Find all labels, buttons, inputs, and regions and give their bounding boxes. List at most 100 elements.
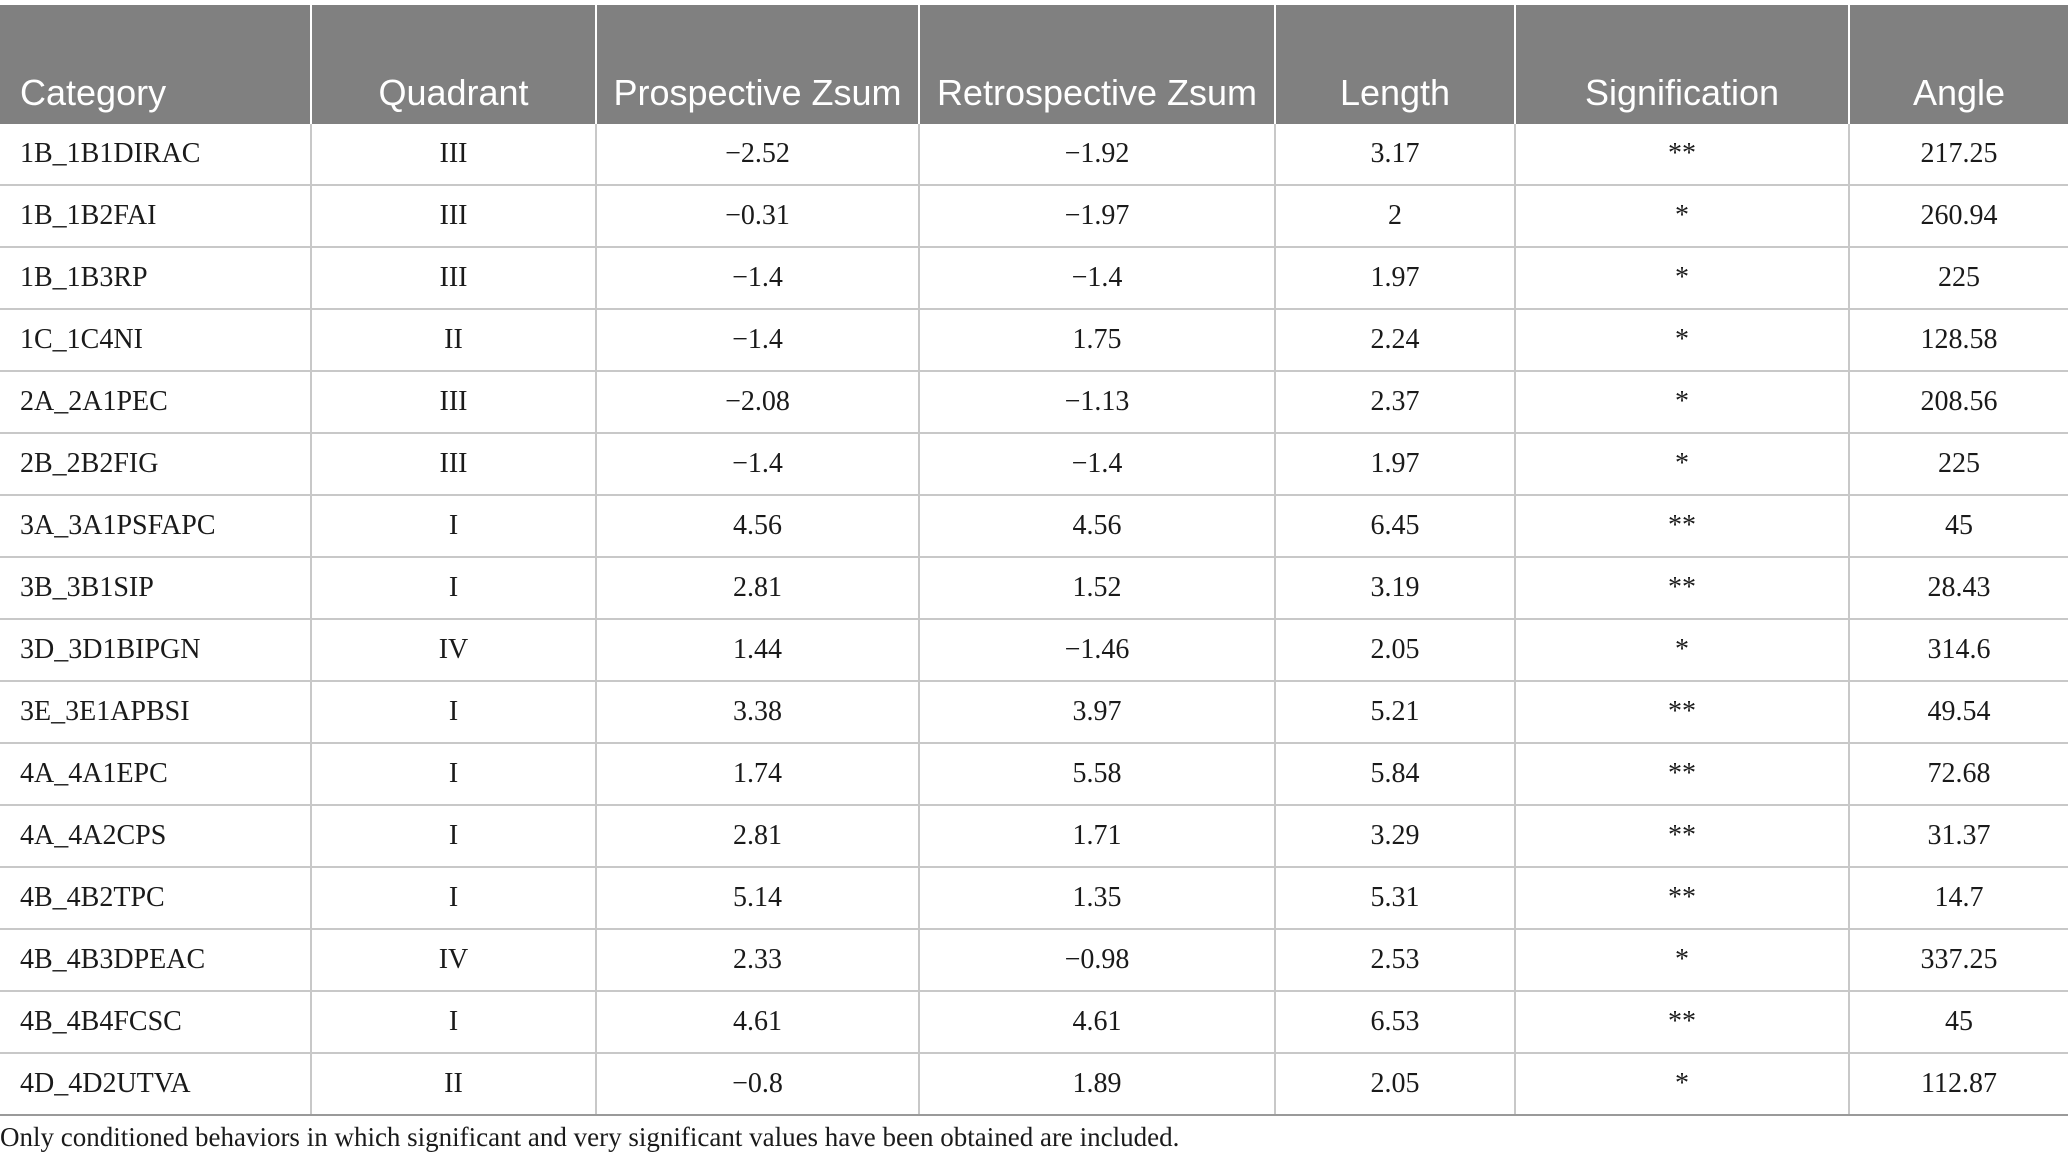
cell-length: 2.37	[1274, 371, 1515, 434]
table-row: 3D_3D1BIPGN IV 1.44 −1.46 2.05 * 314.6	[0, 619, 2068, 682]
results-table: Category Quadrant Prospective Zsum Retro…	[0, 5, 2068, 1116]
cell-retrospective-zsum: 1.71	[918, 805, 1275, 868]
cell-prospective-zsum: 2.33	[595, 929, 919, 992]
cell-signification: *	[1514, 433, 1849, 496]
cell-quadrant: IV	[310, 929, 596, 992]
cell-retrospective-zsum: 1.89	[918, 1053, 1275, 1116]
header-length: Length	[1274, 5, 1515, 124]
cell-signification: *	[1514, 929, 1849, 992]
cell-angle: 45	[1848, 991, 2068, 1054]
table-row: 4B_4B3DPEAC IV 2.33 −0.98 2.53 * 337.25	[0, 929, 2068, 992]
cell-length: 1.97	[1274, 247, 1515, 310]
cell-angle: 112.87	[1848, 1053, 2068, 1116]
cell-length: 6.45	[1274, 495, 1515, 558]
cell-length: 3.19	[1274, 557, 1515, 620]
cell-prospective-zsum: 1.44	[595, 619, 919, 682]
cell-retrospective-zsum: −1.4	[918, 247, 1275, 310]
cell-angle: 14.7	[1848, 867, 2068, 930]
cell-prospective-zsum: −0.8	[595, 1053, 919, 1116]
table-row: 2B_2B2FIG III −1.4 −1.4 1.97 * 225	[0, 433, 2068, 496]
cell-signification: *	[1514, 247, 1849, 310]
cell-signification: *	[1514, 371, 1849, 434]
cell-angle: 225	[1848, 433, 2068, 496]
cell-retrospective-zsum: 1.52	[918, 557, 1275, 620]
cell-angle: 217.25	[1848, 124, 2068, 186]
cell-signification: *	[1514, 309, 1849, 372]
cell-angle: 28.43	[1848, 557, 2068, 620]
cell-quadrant: I	[310, 867, 596, 930]
cell-length: 5.84	[1274, 743, 1515, 806]
cell-retrospective-zsum: 1.35	[918, 867, 1275, 930]
cell-category: 4A_4A1EPC	[0, 743, 311, 806]
cell-category: 1B_1B2FAI	[0, 185, 311, 248]
cell-quadrant: III	[310, 433, 596, 496]
cell-retrospective-zsum: −1.46	[918, 619, 1275, 682]
cell-quadrant: III	[310, 371, 596, 434]
cell-signification: *	[1514, 1053, 1849, 1116]
cell-signification: **	[1514, 124, 1849, 186]
header-retrospective-zsum: Retrospective Zsum	[918, 5, 1275, 124]
cell-length: 2.05	[1274, 619, 1515, 682]
cell-category: 3E_3E1APBSI	[0, 681, 311, 744]
cell-quadrant: I	[310, 681, 596, 744]
header-prospective-zsum: Prospective Zsum	[595, 5, 919, 124]
cell-angle: 225	[1848, 247, 2068, 310]
table-row: 4B_4B2TPC I 5.14 1.35 5.31 ** 14.7	[0, 867, 2068, 930]
cell-length: 2	[1274, 185, 1515, 248]
cell-quadrant: I	[310, 743, 596, 806]
cell-signification: **	[1514, 867, 1849, 930]
cell-prospective-zsum: −1.4	[595, 309, 919, 372]
table-row: 1B_1B2FAI III −0.31 −1.97 2 * 260.94	[0, 185, 2068, 248]
cell-quadrant: I	[310, 991, 596, 1054]
cell-retrospective-zsum: 5.58	[918, 743, 1275, 806]
cell-quadrant: III	[310, 124, 596, 186]
cell-retrospective-zsum: 4.61	[918, 991, 1275, 1054]
cell-prospective-zsum: 5.14	[595, 867, 919, 930]
cell-length: 6.53	[1274, 991, 1515, 1054]
cell-prospective-zsum: 3.38	[595, 681, 919, 744]
cell-angle: 128.58	[1848, 309, 2068, 372]
table-row: 3B_3B1SIP I 2.81 1.52 3.19 ** 28.43	[0, 557, 2068, 620]
cell-retrospective-zsum: 4.56	[918, 495, 1275, 558]
cell-retrospective-zsum: −1.97	[918, 185, 1275, 248]
cell-prospective-zsum: 1.74	[595, 743, 919, 806]
table-row: 4A_4A2CPS I 2.81 1.71 3.29 ** 31.37	[0, 805, 2068, 868]
cell-prospective-zsum: −1.4	[595, 247, 919, 310]
cell-angle: 314.6	[1848, 619, 2068, 682]
cell-signification: **	[1514, 991, 1849, 1054]
cell-category: 2B_2B2FIG	[0, 433, 311, 496]
cell-quadrant: I	[310, 557, 596, 620]
cell-retrospective-zsum: −0.98	[918, 929, 1275, 992]
header-category: Category	[0, 5, 311, 124]
table-row: 4B_4B4FCSC I 4.61 4.61 6.53 ** 45	[0, 991, 2068, 1054]
cell-angle: 337.25	[1848, 929, 2068, 992]
cell-category: 1B_1B3RP	[0, 247, 311, 310]
cell-signification: **	[1514, 743, 1849, 806]
header-signification: Signification	[1514, 5, 1849, 124]
cell-retrospective-zsum: 3.97	[918, 681, 1275, 744]
cell-length: 3.17	[1274, 124, 1515, 186]
table-body: 1B_1B1DIRAC III −2.52 −1.92 3.17 ** 217.25 1B_1…	[0, 124, 2068, 1116]
cell-signification: **	[1514, 805, 1849, 868]
cell-category: 4B_4B3DPEAC	[0, 929, 311, 992]
cell-quadrant: I	[310, 805, 596, 868]
table-row: 1B_1B3RP III −1.4 −1.4 1.97 * 225	[0, 247, 2068, 310]
table-row: 3E_3E1APBSI I 3.38 3.97 5.21 ** 49.54	[0, 681, 2068, 744]
cell-length: 2.53	[1274, 929, 1515, 992]
cell-category: 1C_1C4NI	[0, 309, 311, 372]
cell-angle: 49.54	[1848, 681, 2068, 744]
cell-length: 2.05	[1274, 1053, 1515, 1116]
cell-signification: **	[1514, 495, 1849, 558]
cell-prospective-zsum: 4.61	[595, 991, 919, 1054]
header-angle: Angle	[1848, 5, 2068, 124]
cell-length: 5.31	[1274, 867, 1515, 930]
cell-signification: **	[1514, 557, 1849, 620]
cell-category: 4D_4D2UTVA	[0, 1053, 311, 1116]
cell-prospective-zsum: −1.4	[595, 433, 919, 496]
cell-prospective-zsum: 2.81	[595, 805, 919, 868]
table-row: 1C_1C4NI II −1.4 1.75 2.24 * 128.58	[0, 309, 2068, 372]
cell-signification: *	[1514, 185, 1849, 248]
cell-angle: 260.94	[1848, 185, 2068, 248]
cell-quadrant: II	[310, 309, 596, 372]
cell-category: 3A_3A1PSFAPC	[0, 495, 311, 558]
